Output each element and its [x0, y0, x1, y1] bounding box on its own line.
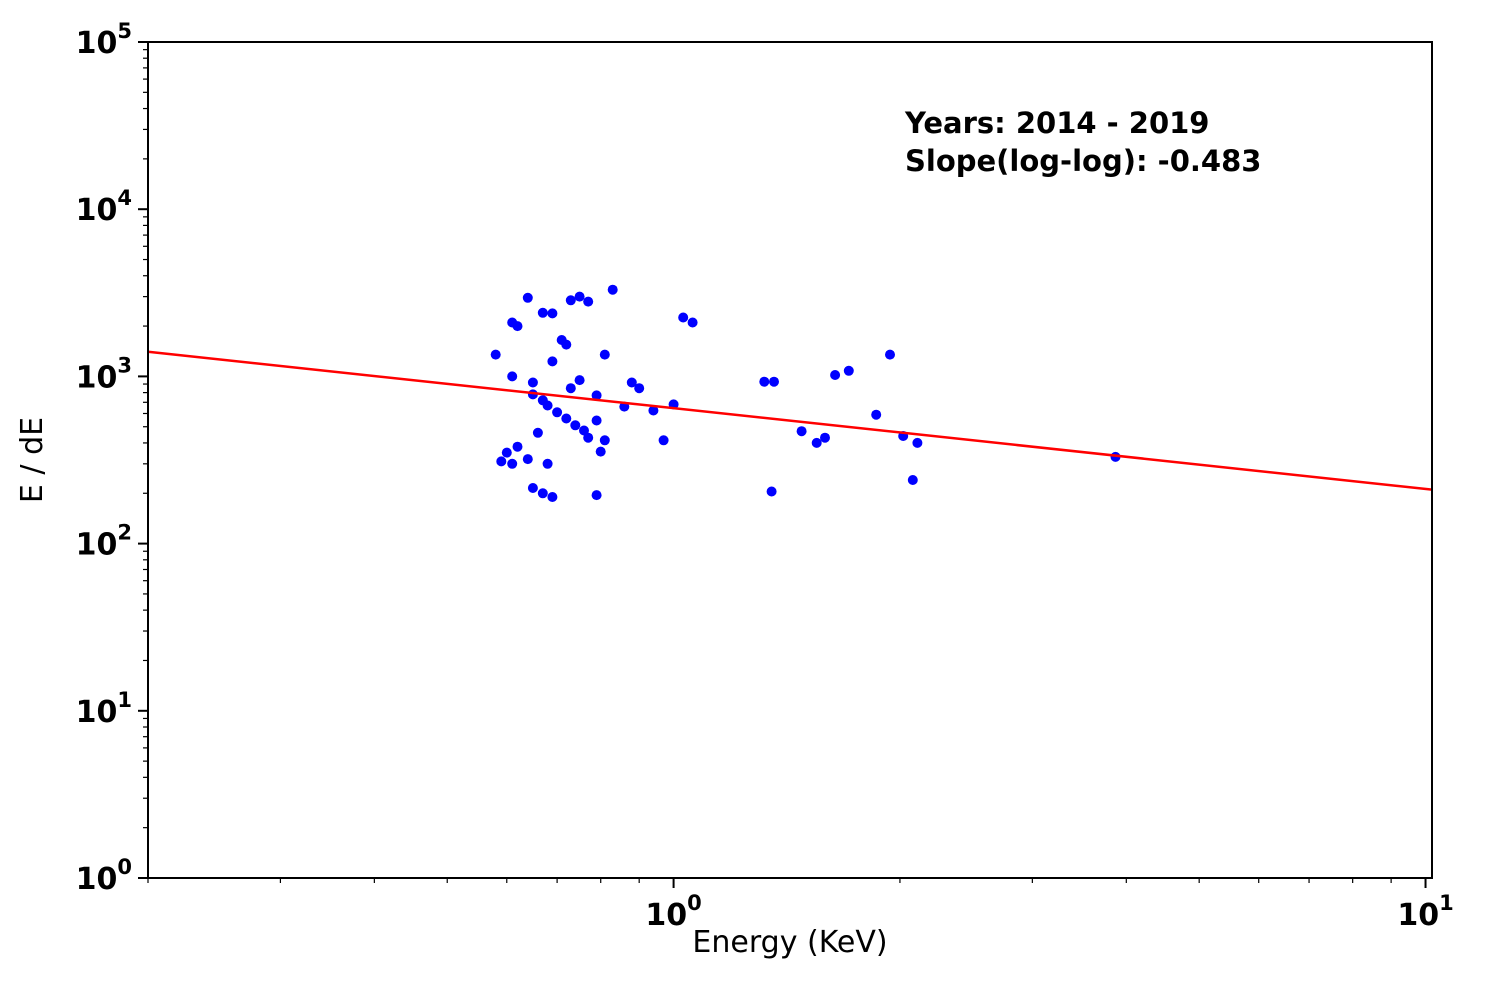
scatter-point — [766, 486, 777, 497]
scatter-point — [871, 409, 882, 420]
scatter-point — [532, 427, 543, 438]
scatter-point — [658, 435, 669, 446]
scatter-point — [591, 490, 602, 501]
scatter-point — [512, 321, 523, 332]
scatter-point — [501, 447, 512, 458]
scatter-point — [599, 435, 610, 446]
scatter-point — [507, 458, 518, 469]
scatter-point — [796, 426, 807, 437]
scatter-point — [565, 383, 576, 394]
scatter-point — [552, 407, 563, 418]
scatter-point — [561, 413, 572, 424]
scatter-point — [527, 483, 538, 493]
scatter-point — [769, 376, 779, 387]
scatter-point — [678, 312, 689, 323]
scatter-point — [634, 383, 645, 394]
scatter-point — [907, 475, 918, 485]
scatter-point — [522, 454, 533, 465]
fit-line — [147, 350, 1433, 491]
scatter-point — [843, 365, 854, 376]
scatter-point — [522, 292, 533, 303]
scatter-point — [830, 370, 841, 380]
scatter-point — [687, 317, 698, 328]
scatter-point — [591, 415, 602, 426]
scatter-point — [507, 371, 518, 382]
scatter-point — [547, 492, 558, 502]
scatter-point — [527, 377, 538, 388]
scatter-point — [648, 405, 659, 416]
scatter-point — [537, 307, 548, 318]
scatter-point — [574, 375, 585, 386]
x-axis-label: Energy (KeV) — [692, 925, 887, 960]
annotation-years: Years: 2014 - 2019 — [904, 106, 1210, 140]
scatter-point — [595, 446, 606, 457]
annotation-slope: Slope(log-log): -0.483 — [905, 144, 1261, 178]
scatter-point — [820, 432, 830, 443]
y-axis-label: E / dE — [15, 417, 50, 503]
scatter-point — [583, 432, 594, 443]
scatter-point — [885, 349, 895, 360]
scatter-point — [570, 420, 581, 431]
scatter-point — [561, 339, 572, 350]
scatter-point — [512, 441, 523, 452]
scatter-point — [547, 308, 558, 319]
scatter-point — [574, 291, 585, 302]
scatter-point — [607, 284, 618, 295]
scatter-point — [547, 356, 558, 367]
plot-border — [147, 41, 1433, 879]
scatter-point — [490, 349, 501, 360]
scatter-point — [542, 400, 553, 411]
scatter-point — [565, 295, 576, 306]
scatter-point — [759, 376, 770, 387]
scatter-series — [490, 284, 1121, 502]
scatter-point — [583, 296, 594, 307]
scatter-point — [626, 377, 637, 388]
scatter-point — [811, 437, 822, 448]
scatter-point — [599, 349, 610, 360]
scatter-point — [591, 390, 602, 401]
fit-line-group — [147, 350, 1433, 491]
scatter-point — [542, 458, 553, 469]
scatter-point — [912, 437, 923, 448]
scatter-point — [537, 488, 548, 499]
scatter-point — [496, 456, 507, 467]
